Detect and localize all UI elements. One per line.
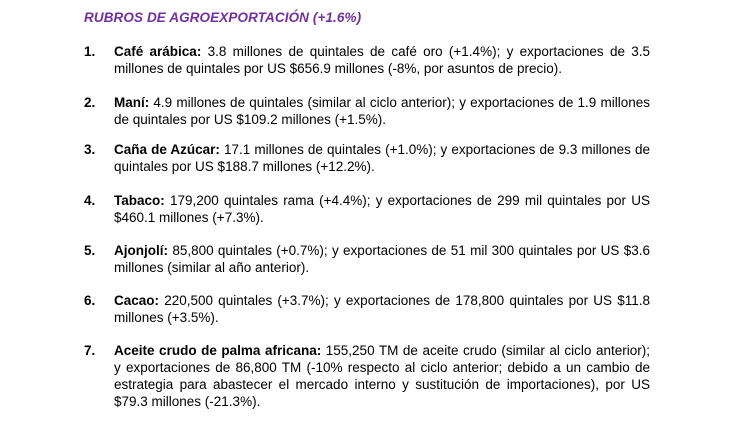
item-name: Tabaco:	[114, 193, 165, 208]
item-description: 3.8 millones de quintales de café oro (+…	[114, 44, 651, 76]
item-name: Maní:	[114, 95, 150, 110]
item-name: Cacao:	[114, 293, 160, 308]
item-description: 85,800 quintales (+0.7%); y exportacione…	[114, 243, 650, 275]
item-description: 4.9 millones de quintales (similar al ci…	[114, 95, 650, 127]
item-number: 1.	[84, 44, 96, 59]
item-name: Aceite crudo de palma africana:	[114, 343, 322, 358]
item-number: 6.	[84, 293, 96, 308]
section-title: RUBROS DE AGROEXPORTACIÓN (+1.6%)	[84, 10, 362, 25]
item-number: 2.	[84, 95, 96, 110]
item-description: 155,250 TM de aceite crudo (similar al c…	[114, 343, 650, 409]
item-text: Aceite crudo de palma africana: 155,250 …	[114, 342, 650, 410]
item-description: 179,200 quintales rama (+4.4%); y export…	[114, 193, 650, 225]
item-text: Ajonjolí: 85,800 quintales (+0.7%); y ex…	[114, 242, 650, 276]
item-description: 220,500 quintales (+3.7%); y exportacion…	[114, 293, 650, 325]
item-text: Caña de Azúcar: 17.1 millones de quintal…	[114, 141, 650, 175]
item-name: Café arábica:	[114, 44, 202, 59]
item-number: 7.	[84, 343, 96, 358]
item-name: Caña de Azúcar:	[114, 142, 220, 157]
item-name: Ajonjolí:	[114, 243, 168, 258]
item-number: 5.	[84, 243, 96, 258]
item-text: Café arábica: 3.8 millones de quintales …	[114, 43, 650, 77]
item-number: 3.	[84, 142, 96, 157]
item-description: 17.1 millones de quintales (+1.0%); y ex…	[114, 142, 651, 174]
item-number: 4.	[84, 193, 96, 208]
item-text: Cacao: 220,500 quintales (+3.7%); y expo…	[114, 292, 650, 326]
item-text: Tabaco: 179,200 quintales rama (+4.4%); …	[114, 192, 650, 226]
item-text: Maní: 4.9 millones de quintales (similar…	[114, 94, 650, 128]
